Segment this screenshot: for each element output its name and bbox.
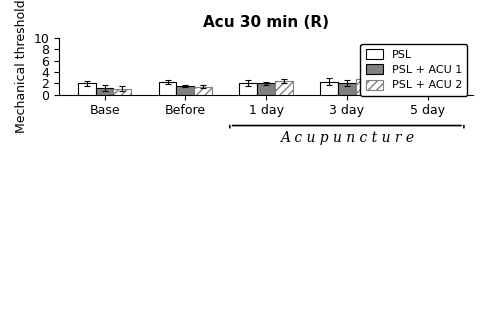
Bar	[419, 88, 436, 94]
Y-axis label: Mechanical threshold: Mechanical threshold	[15, 0, 28, 133]
Bar	[194, 87, 212, 94]
Bar	[96, 88, 114, 94]
Bar	[257, 83, 275, 94]
Legend: PSL, PSL + ACU 1, PSL + ACU 2: PSL, PSL + ACU 1, PSL + ACU 2	[361, 44, 468, 96]
Bar	[275, 81, 293, 94]
Title: Acu 30 min (R): Acu 30 min (R)	[203, 15, 329, 30]
Text: A c u p u n c t u r e: A c u p u n c t u r e	[280, 130, 414, 145]
Bar	[401, 83, 419, 94]
Bar	[114, 89, 131, 94]
Bar	[356, 79, 373, 94]
Bar	[338, 83, 356, 94]
Bar	[177, 86, 194, 94]
Bar	[320, 82, 338, 94]
Bar	[436, 80, 454, 94]
Bar	[159, 82, 177, 94]
Bar	[240, 83, 257, 94]
Bar	[78, 83, 96, 94]
